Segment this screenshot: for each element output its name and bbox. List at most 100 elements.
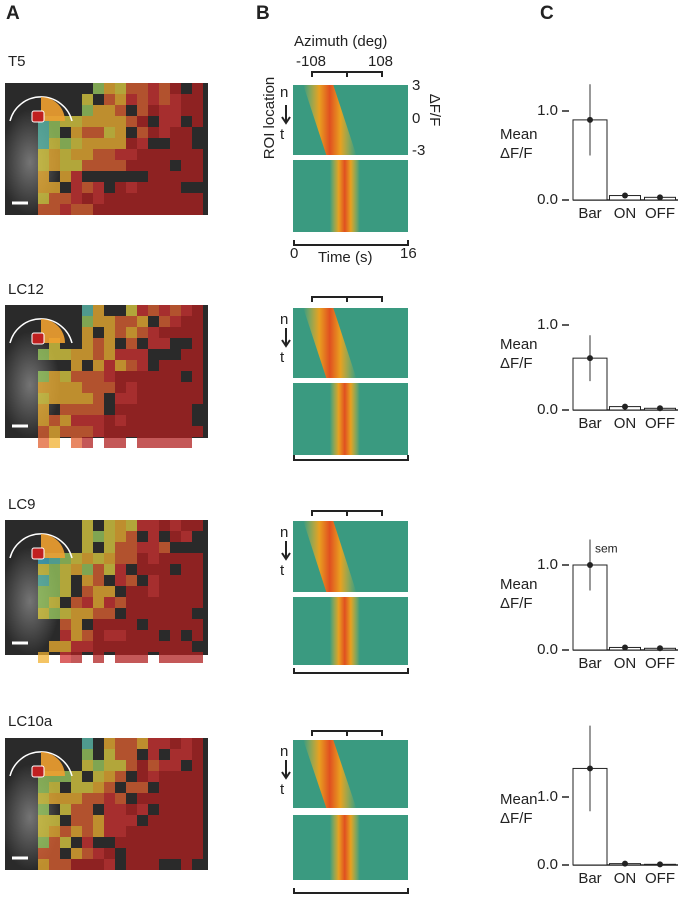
roi-patch [159, 738, 170, 749]
roi-patch [104, 426, 115, 437]
time-tick: 16 [400, 245, 417, 262]
roi-patch [148, 619, 159, 630]
x-tick-label: ON [614, 415, 637, 432]
roi-patch [49, 204, 60, 215]
roi-patch [60, 652, 71, 663]
roi-patch [60, 619, 71, 630]
roi-patch [82, 815, 93, 826]
roi-patch [93, 782, 104, 793]
roi-patch [170, 382, 181, 393]
roi-patch [192, 553, 203, 564]
roi-patch [148, 531, 159, 542]
roi-patch [115, 204, 126, 215]
x-tick-label: ON [614, 205, 637, 222]
roi-patch [38, 193, 49, 204]
roi-patch [137, 360, 148, 371]
roi-patch [159, 127, 170, 138]
roi-patch [126, 182, 137, 193]
roi-patch [170, 94, 181, 105]
roi-patch [192, 327, 203, 338]
panel-label: A [6, 3, 20, 24]
roi-patch [148, 426, 159, 437]
roi-patch [148, 859, 159, 870]
response-band [303, 308, 357, 378]
field-wheel [41, 534, 65, 558]
roi-patch [170, 652, 181, 663]
roi-patch [126, 586, 137, 597]
roi-patch [181, 171, 192, 182]
roi-patch [38, 204, 49, 215]
roi-patch [49, 859, 60, 870]
roi-patch [192, 116, 203, 127]
roi-patch [38, 564, 49, 575]
roi-patch [82, 608, 93, 619]
roi-patch [49, 597, 60, 608]
roi-patch [159, 83, 170, 94]
roi-patch [159, 597, 170, 608]
roi-patch [192, 105, 203, 116]
roi-patch [126, 608, 137, 619]
roi-patch [159, 94, 170, 105]
roi-patch [104, 94, 115, 105]
y-label-box: Mean ΔF/F [500, 336, 538, 372]
roi-patch [38, 859, 49, 870]
roi-patch [49, 382, 60, 393]
cell-label: LC12 [8, 281, 44, 298]
roi-patch [115, 138, 126, 149]
roi-patch [49, 641, 60, 652]
roi-patch [192, 815, 203, 826]
roi-patch [93, 149, 104, 160]
x-tick-label: Bar [578, 655, 601, 672]
roi-patch [82, 738, 93, 749]
arrow [281, 760, 291, 780]
mean-dot [657, 405, 663, 412]
roi-patch [170, 760, 181, 771]
roi-patch [82, 793, 93, 804]
azimuth-tick: 108 [368, 53, 393, 70]
roi-patch [71, 182, 82, 193]
mean-dot [622, 403, 628, 410]
roi-patch [93, 182, 104, 193]
roi-patch [126, 116, 137, 127]
roi-patch [181, 749, 192, 760]
roi-patch [159, 575, 170, 586]
roi-patch [49, 193, 60, 204]
roi-patch [181, 415, 192, 426]
roi-patch [82, 837, 93, 848]
roi-patch [115, 542, 126, 553]
roi-patch [126, 619, 137, 630]
roi-patch [60, 404, 71, 415]
roi-patch [181, 437, 192, 448]
roi-patch [137, 160, 148, 171]
roi-patch [181, 305, 192, 316]
roi-patch [82, 520, 93, 531]
x-tick-label: Bar [578, 870, 601, 887]
roi-patch [93, 564, 104, 575]
y-tick-label: 1.0 [537, 556, 558, 573]
roi-patch [49, 848, 60, 859]
roi-patch [104, 804, 115, 815]
x-tick-label: OFF [645, 415, 675, 432]
cell-label: T5 [8, 53, 26, 70]
roi-patch [93, 641, 104, 652]
roi-end: n [280, 84, 288, 101]
roi-patch [104, 149, 115, 160]
roi-patch [82, 204, 93, 215]
roi-patch [60, 349, 71, 360]
roi-patch [104, 349, 115, 360]
roi-patch [38, 575, 49, 586]
roi-patch [192, 360, 203, 371]
roi-patch [192, 171, 203, 182]
roi-patch [170, 793, 181, 804]
roi-patch [93, 586, 104, 597]
roi-patch [192, 160, 203, 171]
roi-patch [60, 393, 71, 404]
roi-patch [192, 204, 203, 215]
roi-patch [148, 127, 159, 138]
roi-patch [137, 826, 148, 837]
roi-patch [159, 415, 170, 426]
response-band [329, 383, 360, 455]
roi-patch [104, 782, 115, 793]
roi-patch [82, 564, 93, 575]
roi-patch [148, 608, 159, 619]
